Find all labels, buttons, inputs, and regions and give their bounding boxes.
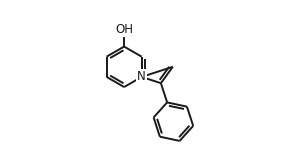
Text: N: N	[137, 70, 146, 83]
Text: OH: OH	[115, 23, 133, 37]
Text: N: N	[137, 70, 146, 83]
